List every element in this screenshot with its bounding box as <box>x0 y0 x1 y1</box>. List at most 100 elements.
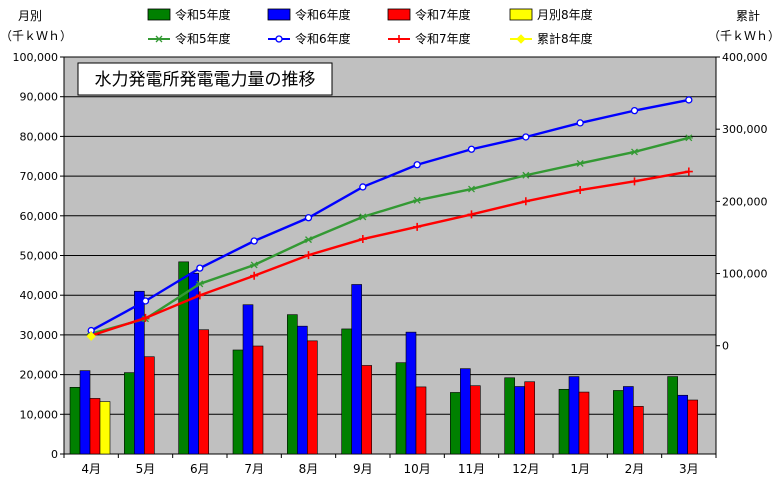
line-point <box>250 237 258 245</box>
bar <box>524 381 535 455</box>
bar <box>198 329 209 455</box>
x-tick-label: 9月 <box>353 462 373 476</box>
line-point <box>576 119 584 127</box>
line-point <box>155 35 163 43</box>
line-point <box>250 261 259 269</box>
line-series-3 <box>86 331 96 341</box>
bar <box>99 401 111 455</box>
line-point <box>684 134 693 142</box>
line-point <box>304 251 313 260</box>
bar <box>558 388 570 455</box>
left-axis-unit: （千ｋＷｈ） <box>0 29 72 43</box>
grid <box>64 96 716 415</box>
legend-swatch <box>387 8 411 21</box>
right-tick-label: 400,000 <box>722 51 768 64</box>
bar <box>568 376 580 455</box>
legend-label: 令和5年度 <box>175 7 231 22</box>
legend-label: 令和5年度 <box>175 31 231 46</box>
line-series-2 <box>87 167 693 340</box>
line-point <box>358 213 367 221</box>
x-tick-label: 12月 <box>512 462 539 476</box>
right-axis-ticks: 0 100,000 200,000 300,000 400,000 <box>716 51 768 353</box>
line-point <box>630 177 639 186</box>
line-point <box>467 145 476 153</box>
bar <box>450 392 461 455</box>
legend-label: 令和7年度 <box>415 31 471 46</box>
line-point <box>304 214 313 222</box>
bar <box>307 340 318 455</box>
line-point <box>304 236 313 244</box>
legend-swatch <box>147 8 171 21</box>
line-point <box>522 133 530 141</box>
line-point <box>250 271 259 280</box>
line-point <box>684 167 693 176</box>
lines <box>86 96 693 341</box>
right-tick-label: 200,000 <box>722 195 768 208</box>
x-tick-label: 10月 <box>404 462 431 476</box>
bar <box>504 377 515 455</box>
line-point <box>195 280 204 288</box>
bar <box>297 325 308 455</box>
chart-title-box <box>77 62 333 96</box>
bar <box>361 365 372 455</box>
line-point <box>358 235 367 244</box>
legend-swatch <box>509 8 533 21</box>
bar <box>514 386 525 455</box>
line-point <box>359 183 367 191</box>
line-point <box>275 35 283 43</box>
bar <box>395 362 407 455</box>
x-tick-label: 11月 <box>458 462 485 476</box>
bar <box>633 406 644 455</box>
line-point <box>467 210 476 219</box>
legend-label: 累計8年度 <box>537 31 593 46</box>
line-point <box>86 331 96 341</box>
right-axis-unit: （千ｋＷｈ） <box>708 29 780 43</box>
chart-title: 水力発電所発電電力量の推移 <box>95 70 316 90</box>
left-tick-label: 60,000 <box>20 210 59 223</box>
line-point <box>413 196 422 204</box>
x-axis-ticks: 4月 5月 6月 7月 8月 9月 10月 11月 12月 1月 2月 3月 <box>63 454 717 476</box>
line-point <box>521 171 530 179</box>
bar <box>89 398 101 455</box>
line-point <box>467 185 476 193</box>
bar <box>287 314 298 455</box>
bar <box>687 399 698 455</box>
line-point <box>576 186 585 195</box>
bar <box>667 376 678 455</box>
line-point <box>576 160 585 167</box>
bar-series-2 <box>89 329 698 455</box>
line-point <box>630 148 639 156</box>
bar <box>460 368 471 455</box>
line-path <box>90 98 690 332</box>
legend-swatch <box>267 8 291 21</box>
legend-label: 令和7年度 <box>415 7 471 22</box>
bar-series-0 <box>69 261 678 455</box>
line-point <box>141 297 150 305</box>
line-point <box>395 35 403 43</box>
legend-label: 令和6年度 <box>295 31 351 46</box>
bar <box>415 386 427 455</box>
right-tick-label: 300,000 <box>722 123 768 136</box>
left-axis-ticks: 0 10,000 20,000 30,000 40,000 50,000 60,000 70,… <box>13 51 64 461</box>
x-tick-label: 6月 <box>190 462 210 476</box>
bar-series-1 <box>79 273 688 455</box>
line-point <box>521 197 530 206</box>
line-point <box>413 222 422 231</box>
left-tick-label: 0 <box>51 448 58 461</box>
x-tick-label: 8月 <box>299 462 319 476</box>
left-tick-label: 50,000 <box>20 250 59 263</box>
line-path <box>90 170 690 337</box>
line-point <box>195 291 204 300</box>
bar <box>232 349 244 455</box>
bar <box>252 345 264 455</box>
bar-series-3 <box>99 401 111 455</box>
line-point <box>196 264 204 272</box>
line-point <box>685 96 693 104</box>
bar <box>578 391 590 455</box>
bar <box>623 386 634 455</box>
line-point <box>630 106 639 115</box>
line-point <box>141 313 150 322</box>
left-tick-label: 100,000 <box>13 51 59 64</box>
